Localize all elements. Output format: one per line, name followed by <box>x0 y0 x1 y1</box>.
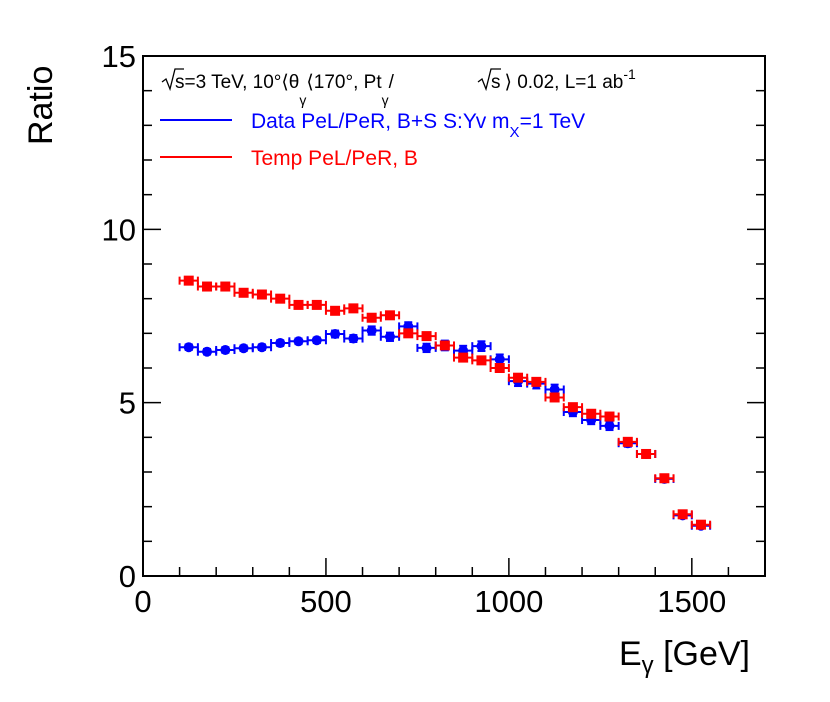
header-sup: -1 <box>623 66 636 82</box>
data-point <box>677 509 688 520</box>
chart-header: s=3 TeV, 10°⟨θγ⟨170°, Ptγ/ s ⟩ 0.02, L=1 … <box>161 66 636 108</box>
data-point <box>641 448 652 459</box>
data-point <box>384 310 395 321</box>
plot-frame <box>142 55 766 577</box>
y-tick-label: 15 <box>102 39 136 74</box>
x-axis-title-unit: [GeV] <box>654 635 750 673</box>
data-point <box>348 333 359 344</box>
data-point <box>293 299 304 310</box>
data-point <box>549 392 560 403</box>
data-point <box>220 281 231 292</box>
data-point <box>586 408 597 419</box>
data-point <box>238 343 249 354</box>
data-point <box>458 352 469 363</box>
legend-label-data-main: Data PeL/PeR, B+S S:Yv m <box>251 110 510 133</box>
data-point <box>659 473 670 484</box>
header-part-2: ⟨170°, Pt <box>306 72 382 93</box>
y-tick-label: 5 <box>119 386 136 421</box>
legend-label-temp: Temp PeL/PeR, B <box>251 147 418 170</box>
data-point <box>476 341 487 352</box>
data-point <box>202 281 213 292</box>
data-point <box>238 287 249 298</box>
data-point <box>567 402 578 413</box>
series-1 <box>178 275 712 530</box>
tick-labels: 0 500 1000 1500 0 5 10 15 <box>102 39 727 619</box>
header-text: s=3 TeV, 10°⟨θγ⟨170°, Ptγ/ <box>175 72 395 108</box>
data-point <box>275 293 286 304</box>
header-text-2: s ⟩ 0.02, L=1 ab-1 <box>491 66 636 93</box>
legend: Data PeL/PeR, B+S S:Yv mX=1 TeV Temp PeL… <box>160 110 585 170</box>
data-point <box>531 376 542 387</box>
data-point <box>256 342 267 353</box>
legend-label-data: Data PeL/PeR, B+S S:Yv mX=1 TeV <box>251 110 585 141</box>
data-point <box>311 299 322 310</box>
data-point <box>275 338 286 349</box>
header-part-1: =3 TeV, 10°⟨θ <box>185 72 300 93</box>
data-point <box>421 342 432 353</box>
header-sub-1: γ <box>299 92 306 108</box>
data-point <box>549 384 560 395</box>
data-point <box>421 331 432 342</box>
data-point <box>384 331 395 342</box>
data-point <box>311 335 322 346</box>
data-point <box>604 411 615 422</box>
header-sqrt-s-2: s <box>491 72 501 93</box>
header-part-4: ⟩ 0.02, L=1 ab <box>505 72 624 93</box>
data-point <box>494 363 505 373</box>
data-point <box>403 328 414 339</box>
header-sqrt-s-1: s <box>175 72 185 93</box>
data-point <box>695 519 706 530</box>
data-point <box>202 346 213 357</box>
data-point <box>293 336 304 347</box>
x-tick-label: 500 <box>300 584 352 619</box>
legend-label-data-sub: X <box>510 124 520 141</box>
y-tick-label: 10 <box>102 212 136 247</box>
sqrt-symbol-1 <box>161 68 184 92</box>
x-axis-title: Eγ [GeV] <box>619 635 750 679</box>
data-point <box>256 289 267 300</box>
x-axis-title-main: E <box>619 635 642 673</box>
data-point <box>476 355 487 366</box>
data-point <box>513 372 524 383</box>
data-point <box>366 312 377 323</box>
x-tick-label: 1500 <box>657 584 726 619</box>
data-point <box>183 275 194 286</box>
data-point <box>183 342 194 353</box>
data-point <box>439 340 450 351</box>
data-point <box>220 344 231 355</box>
header-part-3: / <box>389 72 395 93</box>
data-point <box>622 436 633 447</box>
x-tick-label: 0 <box>134 584 151 619</box>
y-axis-title: Ratio <box>22 66 60 145</box>
data-point <box>366 325 377 336</box>
data-point <box>604 420 615 431</box>
legend-label-data-tail: =1 TeV <box>520 110 586 133</box>
data-point <box>330 329 341 340</box>
series-0 <box>178 321 712 531</box>
series-layer <box>178 275 712 531</box>
sqrt-symbol-2 <box>477 68 501 92</box>
data-point <box>494 354 505 365</box>
axis-ticks <box>142 55 766 577</box>
data-point <box>348 303 359 314</box>
x-axis-title-sub: γ <box>642 652 654 679</box>
data-point <box>330 305 341 316</box>
header-sub-2: γ <box>382 92 389 108</box>
y-tick-label: 0 <box>119 559 136 594</box>
x-tick-label: 1000 <box>474 584 543 619</box>
